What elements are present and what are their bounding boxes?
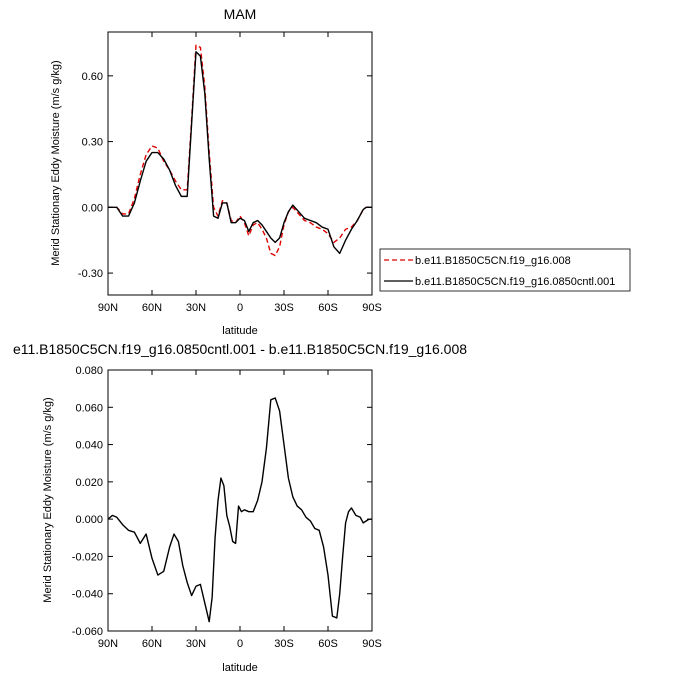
x-tick-label: 60N: [142, 302, 162, 314]
bottom-series-line-ctl: [107, 397, 372, 623]
x-tick-label: 90N: [98, 638, 118, 650]
y-tick-label: 0.000: [75, 514, 103, 526]
top-y-axis-title: Merid Stationary Eddy Moisture (m/s g/kg…: [50, 60, 62, 265]
bottom-y-ticks: -0.060 -0.040 -0.020 0.000 0.020 0.040 0.060 0.…: [72, 365, 372, 638]
bottom-plot-frame: [107, 369, 373, 632]
y-tick-label: 0.080: [75, 365, 103, 377]
y-tick-label: -0.30: [78, 268, 103, 280]
x-tick-label: 60S: [318, 638, 338, 650]
x-tick-label: 60S: [318, 302, 338, 314]
x-tick-label: 30S: [274, 638, 294, 650]
y-tick-label: -0.060: [72, 626, 103, 638]
x-tick-label: 30N: [186, 302, 206, 314]
top-x-ticks: 90N 60N 30N 0 30S 60S 90S: [98, 32, 382, 314]
x-tick-label: 90N: [98, 302, 118, 314]
x-tick-label: 90S: [362, 302, 382, 314]
bottom-x-axis-title: latitude: [222, 662, 257, 674]
y-tick-label: 0.020: [75, 477, 103, 489]
top-chart: MAM -0.300.000.300.60 90N 60N 30N 0 30S 60S 90…: [50, 6, 631, 337]
y-tick-label: -0.020: [72, 551, 103, 563]
top-plot-frame: [107, 31, 373, 296]
top-y-ticks: -0.30 0.00 0.30 0.60: [78, 71, 372, 280]
bottom-series-layer: [107, 397, 372, 623]
x-tick-label: 0: [237, 302, 243, 314]
top-series-line-exp: [108, 44, 372, 257]
legend-label-ctl: b.e11.B1850C5CN.f19_g16.0850cntl.001: [415, 276, 615, 288]
top-series-line-ctl: [108, 51, 372, 255]
bottom-y-axis-title: Merid Stationary Eddy Moisture (m/s g/kg…: [42, 397, 54, 602]
y-tick-label: 0.060: [75, 402, 103, 414]
legend-box: [379, 248, 631, 292]
x-tick-label: 30S: [274, 302, 294, 314]
y-tick-label: -0.040: [72, 589, 103, 601]
x-tick-label: 90S: [362, 638, 382, 650]
legend: b.e11.B1850C5CN.f19_g16.008 b.e11.B1850C…: [379, 248, 631, 292]
legend-label-exp: b.e11.B1850C5CN.f19_g16.008: [415, 255, 571, 267]
y-tick-label: 0.60: [82, 71, 103, 83]
bottom-x-ticks: 90N 60N 30N 0 30S 60S 90S: [98, 370, 382, 650]
bottom-chart: e11.B1850C5CN.f19_g16.0850cntl.001 - b.e…: [13, 341, 467, 674]
x-tick-label: 30N: [186, 638, 206, 650]
bottom-chart-title: e11.B1850C5CN.f19_g16.0850cntl.001 - b.e…: [13, 341, 467, 357]
y-tick-label: 0.00: [82, 202, 103, 214]
x-tick-label: 60N: [142, 638, 162, 650]
x-tick-label: 0: [237, 638, 243, 650]
y-tick-label: 0.30: [82, 137, 103, 149]
top-chart-title: MAM: [224, 6, 257, 22]
y-tick-label: 0.040: [75, 440, 103, 452]
top-x-axis-title: latitude: [222, 325, 257, 337]
top-series-layer: [108, 44, 372, 257]
